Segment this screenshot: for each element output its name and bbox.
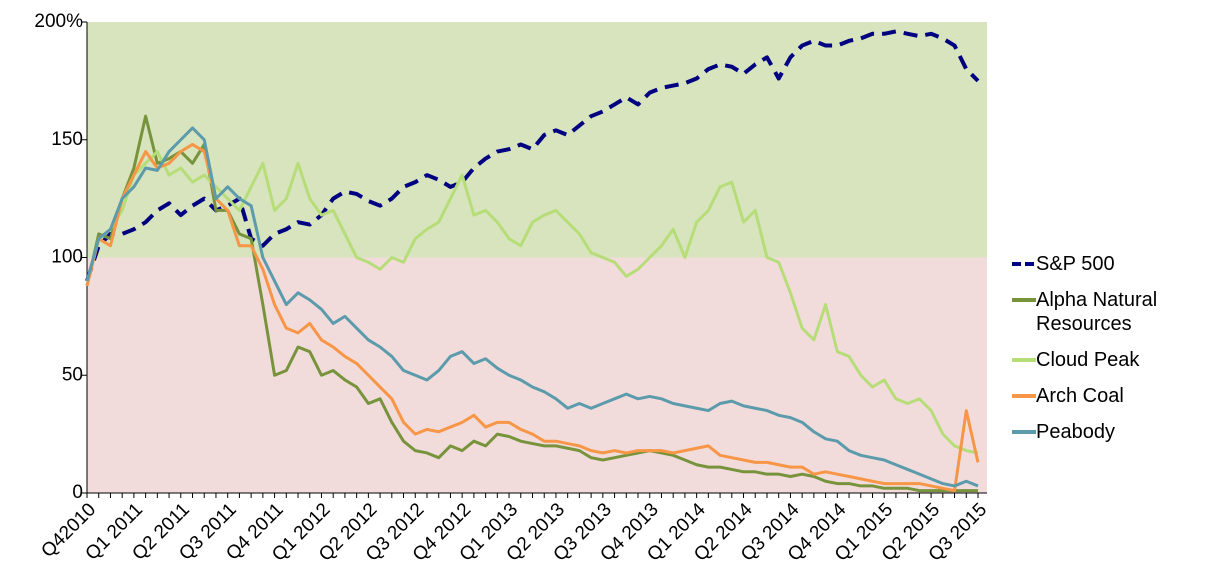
series-line (85, 114, 978, 493)
legend-item: Cloud Peak (1010, 348, 1205, 372)
legend-item: Alpha Natural Resources (1010, 288, 1205, 336)
legend-item: Arch Coal (1010, 384, 1205, 408)
background-band (87, 22, 987, 258)
series-line (85, 150, 979, 455)
legend-label: S&P 500 (1036, 253, 1115, 275)
y-tick-label: 100 (51, 247, 83, 268)
legend-swatch (1012, 262, 1036, 266)
legend-swatch (1012, 430, 1036, 434)
legend-swatch (1012, 394, 1036, 398)
legend-swatch (1012, 298, 1036, 302)
y-tick-label: 50 (62, 364, 83, 385)
legend-item: S&P 500 (1010, 252, 1205, 276)
series-line (85, 29, 980, 282)
legend-label: Peabody (1036, 421, 1115, 443)
series-line (85, 142, 980, 493)
y-tick-label: 0 (72, 482, 83, 503)
background-band (87, 257, 987, 493)
legend-label: Alpha Natural Resources (1036, 289, 1158, 335)
legend-item: Peabody (1010, 420, 1205, 444)
legend: S&P 500 Alpha Natural Resources Cloud Peak… (1010, 252, 1205, 456)
y-tick-label: 150 (51, 129, 83, 150)
legend-label: Cloud Peak (1036, 349, 1140, 371)
legend-swatch (1012, 358, 1036, 362)
series-line (85, 126, 979, 488)
y-tick-label: 200% (34, 11, 83, 32)
legend-label: Arch Coal (1036, 385, 1124, 407)
